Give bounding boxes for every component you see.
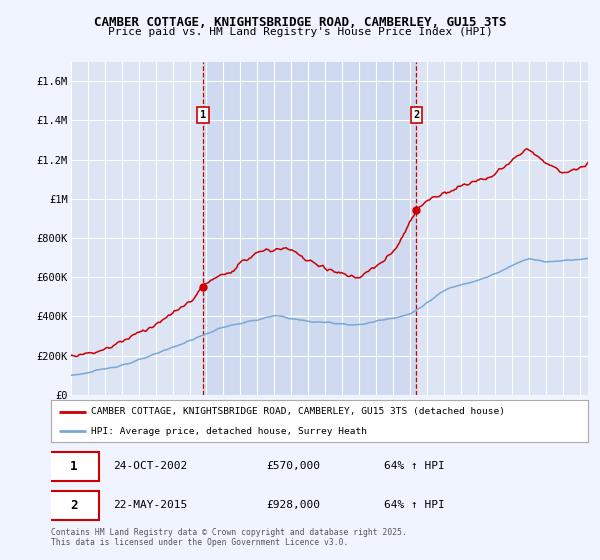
- Text: Contains HM Land Registry data © Crown copyright and database right 2025.
This d: Contains HM Land Registry data © Crown c…: [51, 528, 407, 547]
- Text: 24-OCT-2002: 24-OCT-2002: [113, 461, 187, 471]
- Text: 1: 1: [200, 110, 206, 120]
- Bar: [203, 62, 416, 395]
- FancyBboxPatch shape: [49, 491, 100, 520]
- Text: CAMBER COTTAGE, KNIGHTSBRIDGE ROAD, CAMBERLEY, GU15 3TS (detached house): CAMBER COTTAGE, KNIGHTSBRIDGE ROAD, CAMB…: [91, 407, 505, 416]
- FancyBboxPatch shape: [49, 452, 100, 480]
- Text: 2: 2: [70, 499, 78, 512]
- Text: 1: 1: [70, 460, 78, 473]
- Text: CAMBER COTTAGE, KNIGHTSBRIDGE ROAD, CAMBERLEY, GU15 3TS: CAMBER COTTAGE, KNIGHTSBRIDGE ROAD, CAMB…: [94, 16, 506, 29]
- Text: Price paid vs. HM Land Registry's House Price Index (HPI): Price paid vs. HM Land Registry's House …: [107, 27, 493, 37]
- Text: 22-MAY-2015: 22-MAY-2015: [113, 501, 187, 511]
- Text: 2: 2: [413, 110, 419, 120]
- Text: 64% ↑ HPI: 64% ↑ HPI: [384, 461, 445, 471]
- Text: HPI: Average price, detached house, Surrey Heath: HPI: Average price, detached house, Surr…: [91, 427, 367, 436]
- Text: £570,000: £570,000: [266, 461, 320, 471]
- Text: £928,000: £928,000: [266, 501, 320, 511]
- Text: 64% ↑ HPI: 64% ↑ HPI: [384, 501, 445, 511]
